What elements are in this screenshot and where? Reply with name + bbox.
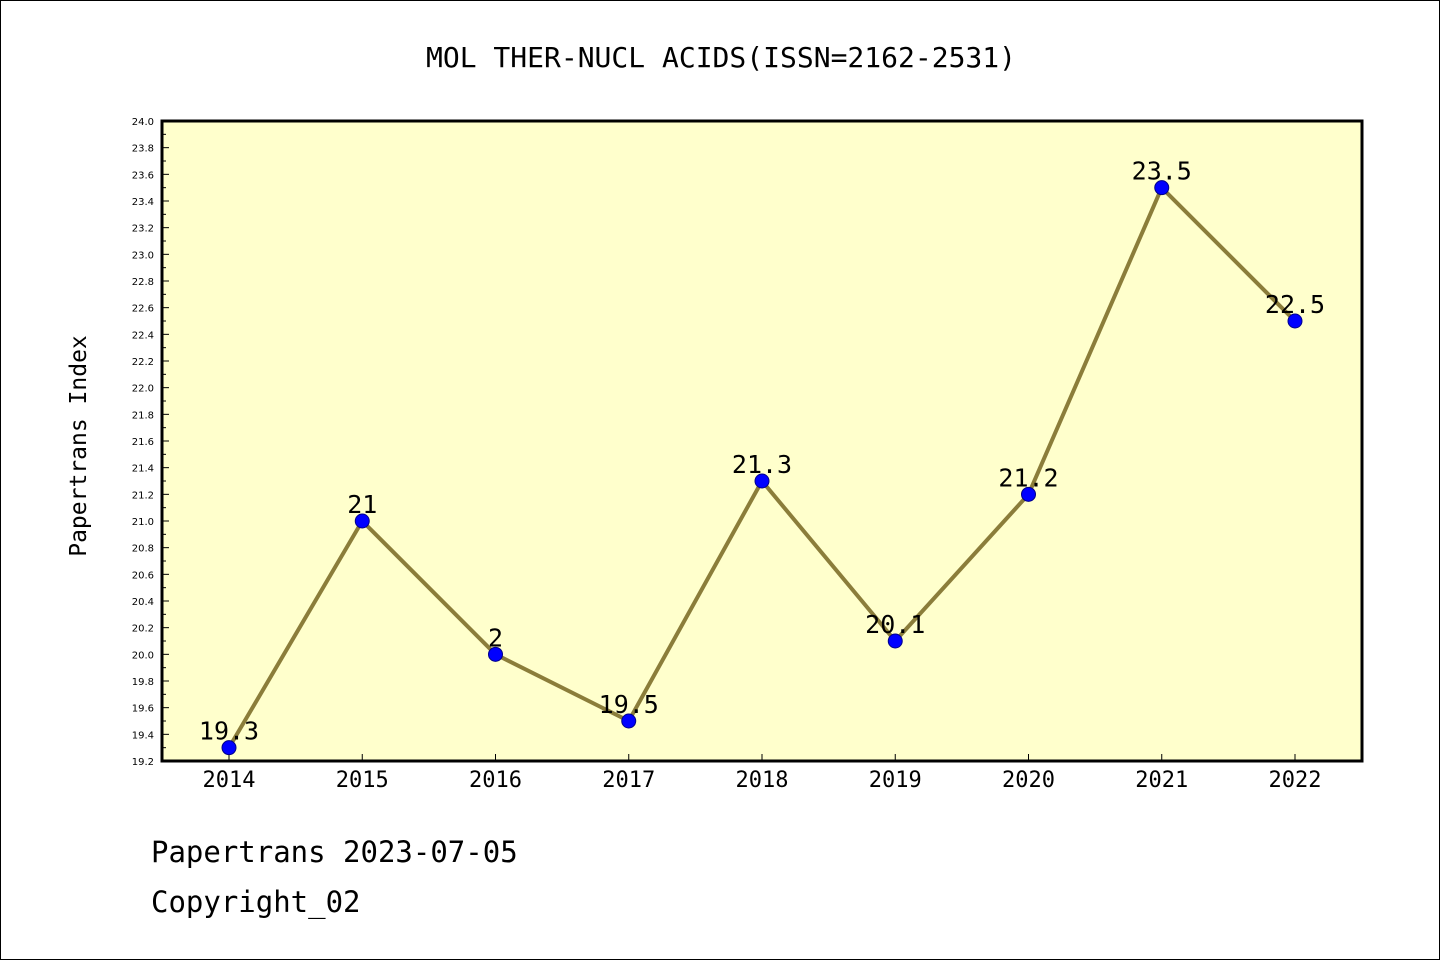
footer-copyright-text: Copyright_02: [151, 885, 361, 919]
data-point-marker: [754, 473, 770, 489]
y-tick-label: 23.0: [132, 250, 154, 261]
x-axis-ticks: 2014 2015 2016 2017 2018 2019 2020 2021 2022: [203, 754, 1322, 793]
data-point-marker: [354, 513, 370, 529]
y-tick-label: 19.2: [132, 757, 154, 768]
y-tick-label: 20.0: [132, 650, 154, 661]
x-tick-label: 2019: [869, 768, 922, 793]
x-tick-label: 2018: [736, 768, 789, 793]
data-point-marker: [621, 713, 637, 729]
x-tick-label: 2014: [203, 768, 256, 793]
y-tick-label: 21.0: [132, 517, 154, 528]
data-label: 19.3: [199, 717, 259, 746]
x-tick-label: 2020: [1002, 768, 1055, 793]
y-tick-label: 22.8: [132, 277, 154, 288]
data-point-marker: [887, 633, 903, 649]
footer-date-text: Papertrans 2023-07-05: [151, 835, 518, 869]
plot-area: [160, 119, 1364, 763]
series-group: 19.3 21 2 19.5 21.3 20.1 21.2 23.5 22.5: [199, 157, 1325, 756]
y-tick-label: 20.8: [132, 544, 154, 555]
data-label: 21.3: [732, 450, 792, 479]
data-label: 19.5: [599, 690, 659, 719]
y-axis-label: Papertrans Index: [66, 335, 92, 557]
y-tick-label: 23.8: [132, 144, 154, 155]
y-tick-label: 21.6: [132, 437, 154, 448]
data-label: 20.1: [865, 610, 925, 639]
data-label: 22.5: [1265, 290, 1325, 319]
x-tick-label: 2016: [469, 768, 522, 793]
data-point-marker: [1154, 180, 1170, 196]
y-tick-label: 21.2: [132, 490, 154, 501]
chart-title: MOL THER-NUCL ACIDS(ISSN=2162-2531): [426, 41, 1016, 74]
data-point-marker: [221, 740, 237, 756]
data-point-marker: [1021, 486, 1036, 502]
y-tick-label: 19.8: [132, 677, 154, 688]
y-tick-label: 21.8: [132, 410, 154, 421]
data-label: 21: [347, 490, 377, 519]
y-tick-label: 23.6: [132, 170, 154, 181]
y-tick-label: 22.0: [132, 384, 154, 395]
y-tick-label: 20.6: [132, 570, 154, 581]
x-tick-label: 2022: [1269, 768, 1322, 793]
y-tick-label: 21.4: [132, 464, 154, 475]
y-axis-ticks: 19.2 19.4 19.6 19.8 20.0 20.2 20.4 20.6 20.8 21.0…: [132, 117, 169, 768]
y-tick-label: 22.6: [132, 304, 154, 315]
x-tick-label: 2017: [602, 768, 655, 793]
data-label: 21.2: [998, 463, 1058, 492]
y-tick-label: 22.2: [132, 357, 154, 368]
x-tick-label: 2015: [336, 768, 389, 793]
y-tick-label: 23.2: [132, 224, 154, 235]
y-tick-label: 24.0: [132, 117, 154, 128]
y-tick-label: 20.4: [132, 597, 154, 608]
x-tick-label: 2021: [1135, 768, 1188, 793]
y-tick-label: 23.4: [132, 197, 154, 208]
data-point-marker: [1287, 313, 1303, 329]
y-tick-label: 19.4: [132, 730, 154, 741]
data-point-marker: [488, 646, 503, 662]
y-tick-label: 20.2: [132, 624, 154, 635]
data-label: 2: [488, 623, 503, 652]
data-label: 23.5: [1132, 157, 1192, 186]
y-tick-label: 19.6: [132, 704, 154, 715]
y-tick-label: 22.4: [132, 330, 154, 341]
